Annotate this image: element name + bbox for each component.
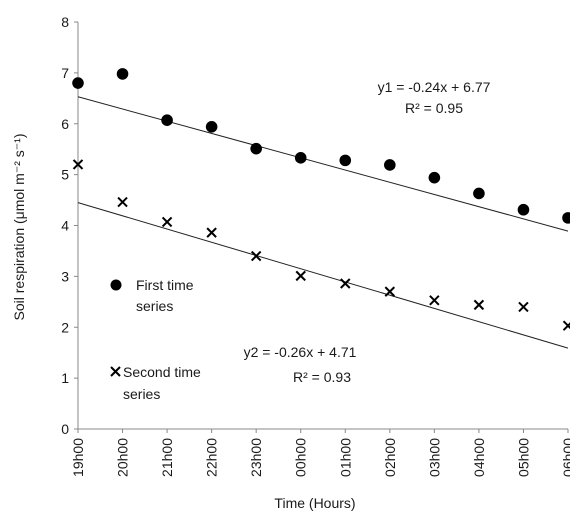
y-tick-label: 8 — [61, 14, 69, 30]
trendline-series-2 — [77, 202, 569, 349]
point-series-2 — [518, 301, 529, 313]
point-series-1 — [116, 68, 129, 80]
y-tick-label: 5 — [61, 167, 69, 183]
x-tick-label: 00h00 — [293, 438, 309, 477]
point-series-1 — [473, 187, 485, 200]
legend: First time series Second time series — [110, 277, 201, 402]
point-series-1 — [517, 203, 530, 216]
point-series-1 — [339, 154, 352, 167]
x-tick-label: 21h00 — [159, 438, 175, 477]
legend-cross-marker — [110, 366, 121, 377]
point-series-1 — [294, 152, 307, 164]
point-series-2 — [429, 295, 440, 306]
r2-series-2: R² = 0.93 — [293, 369, 351, 385]
point-series-2 — [384, 286, 396, 297]
legend-label-series-1-line1: First time — [136, 277, 194, 293]
trendlines — [77, 96, 569, 349]
trendline-series-1 — [77, 96, 569, 232]
y-tick-label: 4 — [61, 218, 69, 234]
legend-label-series-1-line2: series — [136, 298, 173, 314]
legend-label-series-2-line1: Second time — [123, 364, 201, 380]
point-series-2 — [72, 159, 84, 170]
point-series-1 — [384, 159, 396, 171]
equation-series-2: y2 = -0.26x + 4.71 — [244, 344, 357, 360]
y-tick-label: 1 — [61, 370, 69, 386]
point-series-2 — [206, 227, 217, 238]
point-series-1 — [250, 142, 262, 155]
x-axis-title: Time (Hours) — [274, 495, 355, 511]
y-tick-labels: 0 1 2 3 4 5 6 7 8 — [61, 14, 78, 437]
point-series-1 — [161, 114, 173, 126]
point-series-2 — [117, 196, 128, 208]
y-tick-label: 7 — [61, 65, 69, 81]
point-series-1 — [205, 121, 218, 133]
point-series-2 — [473, 299, 485, 311]
x-tick-label: 02h00 — [382, 438, 398, 477]
point-series-1 — [428, 171, 441, 184]
point-series-1 — [72, 77, 84, 89]
point-series-1 — [562, 212, 570, 224]
y-tick-label: 2 — [61, 319, 69, 335]
point-series-2 — [562, 320, 570, 331]
y-axis-title: Soil respiration (μmol m⁻² s⁻¹) — [11, 134, 27, 321]
point-series-2 — [295, 270, 306, 282]
y-tick-label: 3 — [61, 268, 69, 284]
x-tick-label: 05h00 — [515, 438, 531, 477]
x-tick-label: 03h00 — [426, 438, 442, 477]
x-tick-label: 01h00 — [337, 438, 353, 477]
point-series-2 — [161, 216, 173, 228]
x-tick-label: 20h00 — [115, 438, 131, 477]
data-points — [72, 68, 570, 331]
legend-circle-marker — [110, 279, 122, 291]
point-series-2 — [340, 278, 351, 289]
x-tick-label: 22h00 — [204, 438, 220, 477]
x-tick-label: 04h00 — [471, 438, 487, 477]
x-tick-label: 23h00 — [248, 438, 264, 477]
y-tick-label: 6 — [61, 116, 69, 132]
point-series-2 — [250, 250, 262, 262]
x-tick-labels: 19h00 20h00 21h00 22h00 23h00 00h00 01h00 02h00… — [70, 429, 570, 477]
x-tick-label: 19h00 — [70, 438, 86, 477]
x-tick-label: 06h00 — [560, 438, 570, 477]
equation-series-1: y1 = -0.24x + 6.77 — [378, 79, 491, 95]
legend-label-series-2-line2: series — [123, 386, 160, 402]
y-tick-label: 0 — [61, 421, 69, 437]
r2-series-1: R² = 0.95 — [405, 100, 463, 116]
